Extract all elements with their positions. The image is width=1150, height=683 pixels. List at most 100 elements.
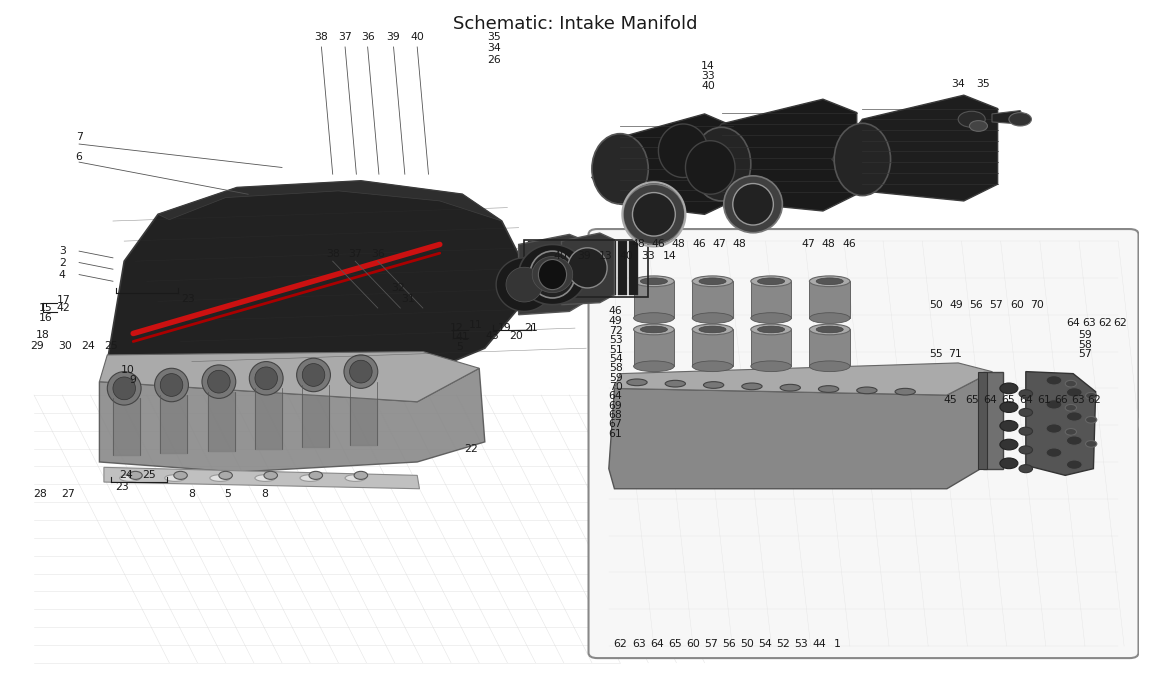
Text: 64: 64 [651, 639, 665, 649]
Text: 59: 59 [1079, 330, 1092, 340]
Text: 5: 5 [224, 489, 231, 499]
Circle shape [1046, 448, 1061, 458]
Circle shape [1019, 408, 1033, 417]
Text: 54: 54 [759, 639, 773, 649]
Text: 33: 33 [702, 72, 715, 81]
Ellipse shape [810, 361, 850, 372]
Text: 64: 64 [1019, 395, 1033, 406]
Polygon shape [99, 352, 480, 402]
Text: 57: 57 [1079, 349, 1092, 359]
Text: 39: 39 [386, 32, 400, 42]
Circle shape [1046, 424, 1061, 433]
Polygon shape [506, 267, 543, 302]
Circle shape [1009, 113, 1032, 126]
Circle shape [1046, 376, 1061, 385]
Bar [528, 241, 537, 294]
Circle shape [354, 471, 368, 479]
Text: 38: 38 [325, 249, 339, 260]
Bar [606, 241, 615, 294]
Ellipse shape [120, 475, 140, 482]
Polygon shape [614, 363, 992, 395]
Polygon shape [688, 99, 857, 211]
Ellipse shape [160, 374, 183, 396]
Text: 70: 70 [608, 382, 622, 392]
Text: 49: 49 [949, 300, 963, 309]
Circle shape [999, 402, 1018, 413]
Text: 26: 26 [486, 55, 500, 66]
Bar [584, 241, 593, 294]
Text: 51: 51 [608, 344, 622, 354]
Ellipse shape [857, 387, 877, 393]
Ellipse shape [300, 475, 321, 482]
Ellipse shape [816, 278, 843, 285]
Circle shape [1086, 441, 1097, 447]
Text: 34: 34 [951, 79, 965, 89]
Ellipse shape [751, 361, 791, 372]
Polygon shape [519, 234, 586, 315]
Text: 60: 60 [1010, 300, 1024, 309]
Polygon shape [104, 467, 420, 489]
Polygon shape [496, 258, 552, 311]
Text: 70: 70 [1030, 300, 1044, 309]
Circle shape [1066, 460, 1082, 469]
Circle shape [969, 121, 988, 131]
Ellipse shape [107, 372, 141, 405]
Text: 43: 43 [485, 331, 499, 341]
Polygon shape [107, 181, 519, 385]
Ellipse shape [538, 260, 567, 290]
Ellipse shape [634, 313, 674, 324]
Polygon shape [561, 233, 614, 305]
Text: 62: 62 [1113, 318, 1127, 329]
Bar [692, 329, 733, 366]
Ellipse shape [699, 278, 726, 285]
Text: 65: 65 [1000, 395, 1014, 406]
Circle shape [999, 421, 1018, 431]
Text: 49: 49 [608, 316, 622, 326]
Ellipse shape [641, 278, 667, 285]
Bar [573, 241, 582, 294]
Circle shape [264, 471, 277, 479]
Text: 47: 47 [802, 240, 815, 249]
Text: 62: 62 [1098, 318, 1112, 329]
Text: 8: 8 [189, 489, 196, 499]
FancyBboxPatch shape [589, 229, 1138, 658]
Ellipse shape [895, 389, 915, 395]
Text: 4: 4 [59, 270, 66, 279]
Text: 69: 69 [608, 401, 622, 410]
Text: 19: 19 [498, 323, 512, 333]
Text: 62: 62 [1088, 395, 1102, 406]
Circle shape [1066, 388, 1082, 397]
Ellipse shape [255, 367, 277, 390]
Text: 5: 5 [457, 342, 463, 352]
Text: 64: 64 [983, 395, 997, 406]
Text: 3: 3 [59, 246, 66, 256]
Text: 59: 59 [608, 373, 622, 382]
Text: 15: 15 [38, 303, 52, 313]
Text: 64: 64 [608, 391, 622, 402]
Circle shape [1019, 446, 1033, 454]
Text: 63: 63 [632, 639, 646, 649]
Ellipse shape [692, 127, 751, 201]
Ellipse shape [742, 383, 762, 390]
Bar [561, 241, 570, 294]
Ellipse shape [623, 184, 685, 245]
Polygon shape [685, 141, 735, 194]
Text: 45: 45 [943, 395, 957, 406]
Text: 40: 40 [411, 32, 424, 42]
Bar [979, 372, 988, 469]
Text: 6: 6 [76, 152, 83, 163]
Ellipse shape [250, 361, 283, 395]
Ellipse shape [302, 363, 324, 387]
Ellipse shape [699, 326, 726, 333]
Text: 25: 25 [104, 342, 117, 351]
Ellipse shape [751, 276, 791, 287]
Text: 1: 1 [834, 639, 841, 649]
Ellipse shape [810, 276, 850, 287]
Bar [618, 241, 627, 294]
Bar [751, 329, 791, 366]
Ellipse shape [758, 326, 784, 333]
Bar [751, 281, 791, 318]
Circle shape [1046, 400, 1061, 409]
Polygon shape [592, 114, 733, 214]
Text: 57: 57 [705, 639, 719, 649]
